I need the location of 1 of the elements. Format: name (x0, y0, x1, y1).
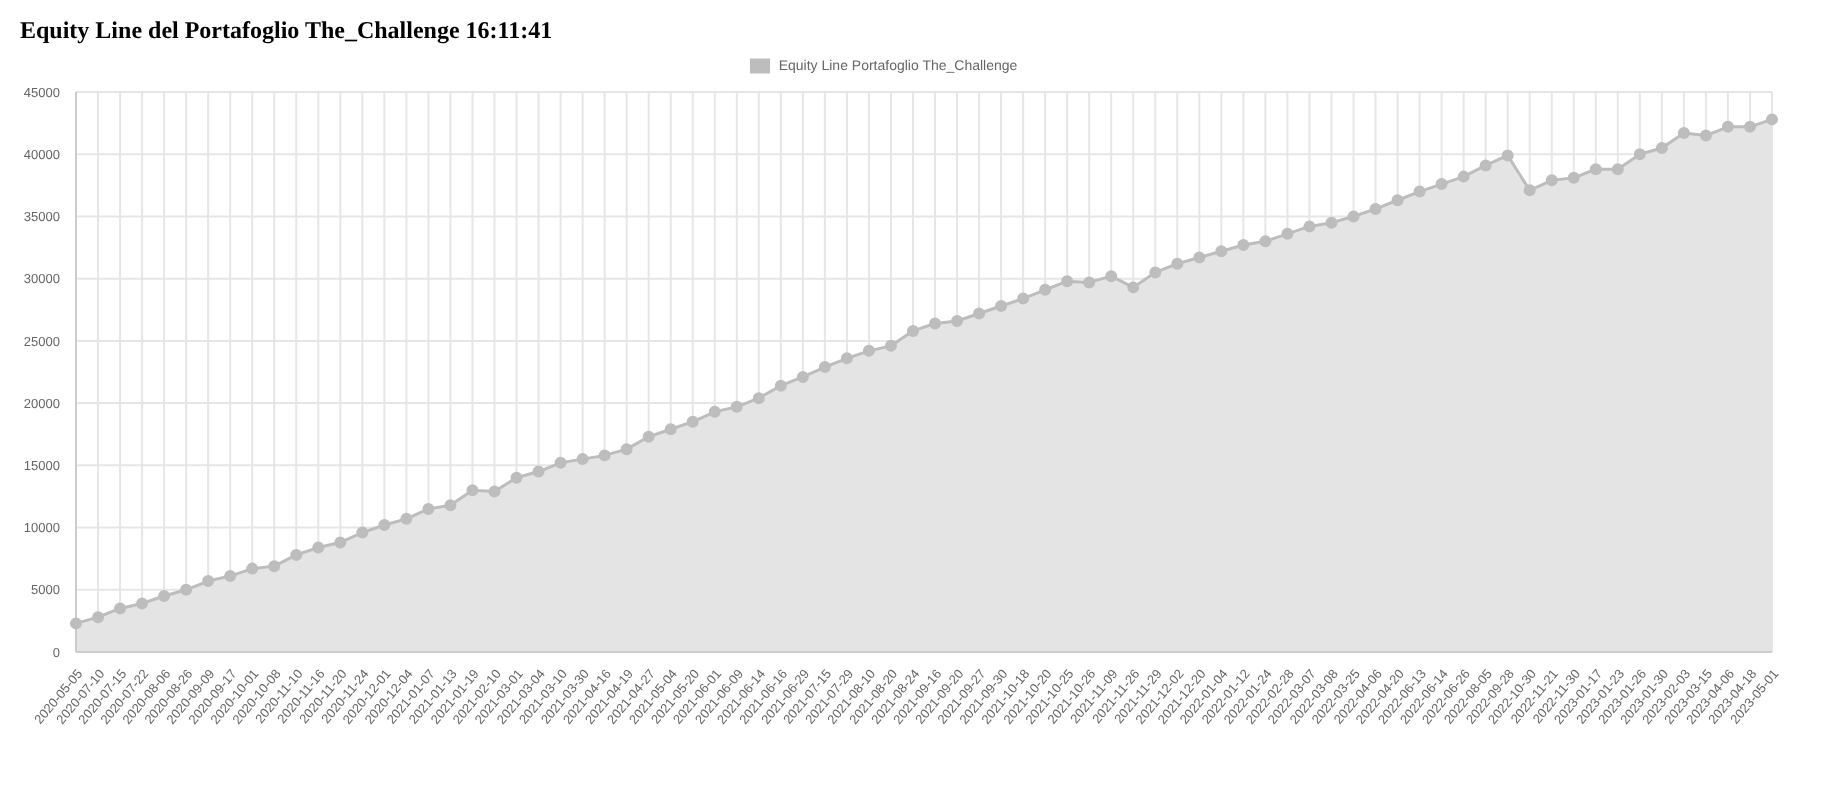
chart-title: Equity Line del Portafoglio The_Challenge 16:11:41 (20, 16, 555, 48)
